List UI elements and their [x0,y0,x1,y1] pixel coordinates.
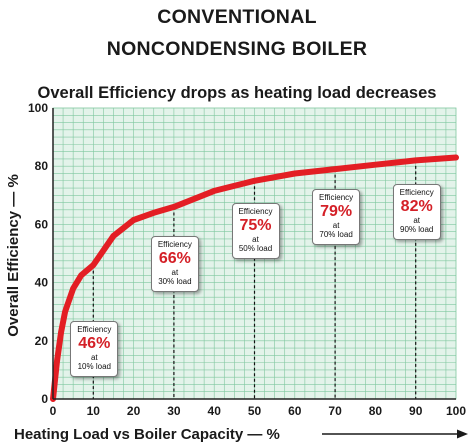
chart-title-line-2: NONCONDENSING BOILER [106,38,368,60]
callout-value: 82% [400,198,433,215]
callout-at: at [332,221,340,230]
callout-label: Efficiency [77,325,112,334]
chart-title-line-1: CONVENTIONAL [157,6,317,28]
chart-subtitle: Overall Efficiency drops as heating load… [37,84,437,102]
x-tick-label: 20 [127,404,141,418]
callout-load: 90% load [400,225,434,234]
efficiency-callout: Efficiency 79% at 70% load [312,189,361,245]
x-tick-label: 60 [288,404,302,418]
x-tick-label: 10 [87,404,101,418]
y-tick-label: 60 [35,217,49,231]
callout-load: 10% load [77,362,111,371]
callout-label: Efficiency [157,240,192,249]
efficiency-curve [50,154,459,402]
x-tick-label: 100 [446,404,466,418]
x-tick-label: 50 [248,404,262,418]
y-axis-title: Overall Efficiency — % [5,174,22,337]
callout-at: at [171,268,179,277]
y-tick-label: 0 [41,392,48,406]
callout-value: 75% [239,217,272,234]
callout-load: 70% load [319,230,353,239]
x-tick-label: 0 [50,404,57,418]
y-tick-label: 100 [28,101,48,115]
efficiency-callout: Efficiency 82% at 90% load [392,184,441,240]
callout-at: at [413,216,421,225]
x-axis-arrowhead [457,429,468,439]
x-axis-title: Heating Load vs Boiler Capacity — % [14,426,280,443]
callout-label: Efficiency [238,207,273,216]
efficiency-callout: Efficiency 75% at 50% load [231,203,280,259]
callout-load: 30% load [158,277,192,286]
callout-load: 50% load [238,244,273,253]
callout-at: at [90,353,98,362]
x-tick-label: 90 [409,404,423,418]
y-tick-label: 20 [35,334,49,348]
efficiency-callout: Efficiency 66% at 30% load [150,236,199,292]
callout-at: at [252,235,259,244]
y-tick-label: 80 [35,159,49,173]
efficiency-callout: Efficiency 46% at 10% load [70,321,119,377]
callout-value: 66% [158,250,191,267]
callout-value: 79% [320,203,353,220]
x-tick-label: 70 [328,404,342,418]
x-tick-label: 30 [167,404,181,418]
callout-label: Efficiency [399,188,434,197]
x-tick-label: 80 [369,404,383,418]
x-tick-label: 40 [208,404,222,418]
callout-value: 46% [78,335,111,352]
callout-label: Efficiency [319,193,354,202]
y-tick-label: 40 [35,276,49,290]
